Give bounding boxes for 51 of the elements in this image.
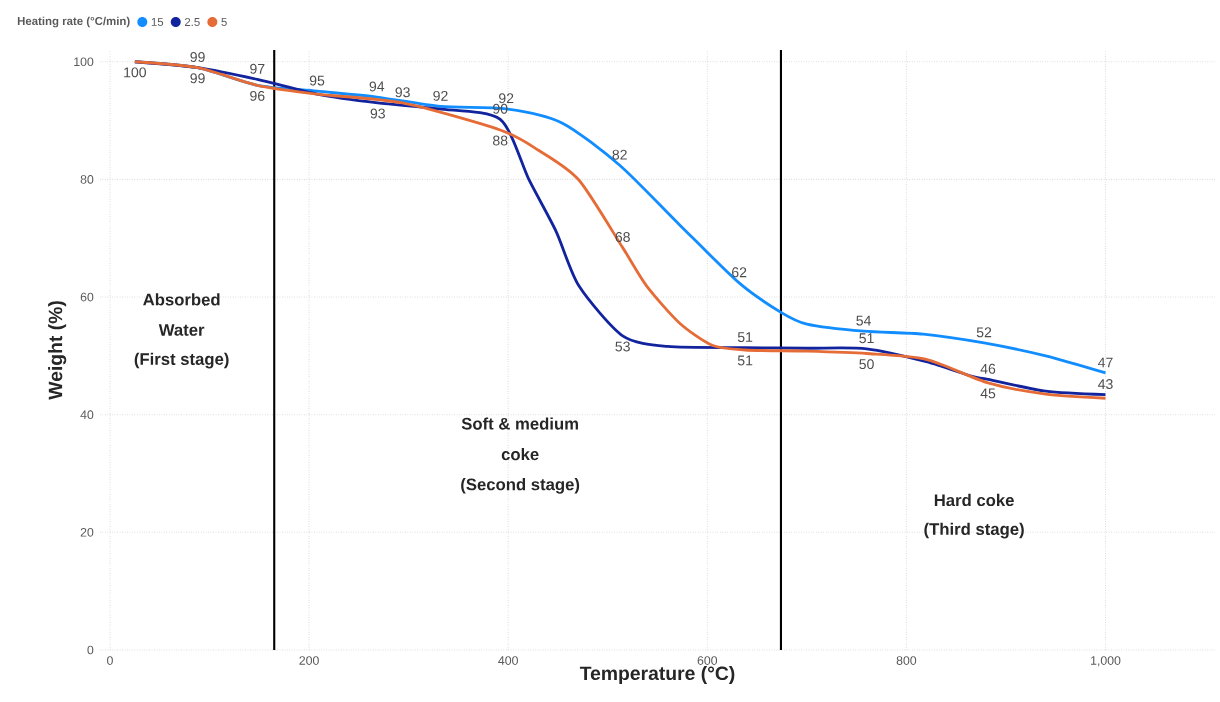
data-label: 93 [395, 87, 410, 98]
annotation: Water [158, 324, 205, 336]
x-tick-label: 200 [299, 656, 319, 665]
annotation: (Second stage) [461, 478, 580, 494]
data-label: 97 [250, 63, 265, 74]
data-label: 92 [499, 93, 514, 104]
data-label: 43 [1098, 379, 1113, 390]
x-tick-label: 800 [896, 656, 917, 665]
data-label: 95 [309, 75, 325, 86]
data-label: 51 [859, 333, 874, 344]
y-tick-label: 80 [80, 175, 94, 184]
data-label: 82 [612, 149, 627, 160]
data-label: 51 [737, 355, 753, 366]
x-tick-label: 1,000 [1091, 656, 1121, 667]
y-axis-title: Weight (%) [48, 301, 67, 400]
data-label: 46 [980, 363, 996, 374]
data-label: 99 [190, 52, 205, 63]
data-label: 96 [250, 90, 265, 101]
annotation: (Third stage) [924, 522, 1024, 539]
data-label: 45 [980, 388, 996, 399]
annotation: coke [501, 447, 539, 461]
legend-label: 2.5 [184, 17, 200, 27]
data-label: 94 [369, 81, 385, 92]
data-label: 100 [124, 67, 147, 78]
x-tick-label: 0 [107, 656, 113, 665]
x-axis-title: Temperature (°C) [579, 665, 735, 684]
data-label: 99 [190, 73, 205, 84]
y-tick-label: 40 [80, 410, 94, 420]
data-label: 54 [856, 315, 871, 326]
annotation: (First stage) [134, 352, 229, 369]
x-tick-label: 400 [498, 656, 518, 665]
y-tick-label: 100 [74, 57, 94, 67]
data-label: 47 [1098, 357, 1113, 368]
annotation: Hard coke [934, 493, 1014, 507]
data-label: 88 [493, 135, 508, 146]
data-label: 51 [737, 332, 753, 343]
y-tick-label: 0 [87, 645, 94, 655]
legend-label: 5 [221, 18, 227, 26]
data-label: 92 [433, 90, 448, 101]
x-tick-label: 600 [697, 656, 718, 665]
data-label: 53 [615, 341, 630, 352]
y-tick-label: 20 [80, 528, 94, 537]
annotation: Absorbed [143, 293, 220, 306]
data-label: 62 [732, 267, 747, 278]
y-tick-label: 60 [80, 292, 94, 302]
legend-title: Heating rate (°C/min) [17, 16, 130, 28]
data-label: 50 [859, 359, 874, 370]
data-label: 52 [976, 327, 992, 338]
annotation: Soft & medium [461, 417, 578, 430]
legend-label: 15 [151, 18, 164, 26]
data-label: 93 [370, 108, 385, 119]
